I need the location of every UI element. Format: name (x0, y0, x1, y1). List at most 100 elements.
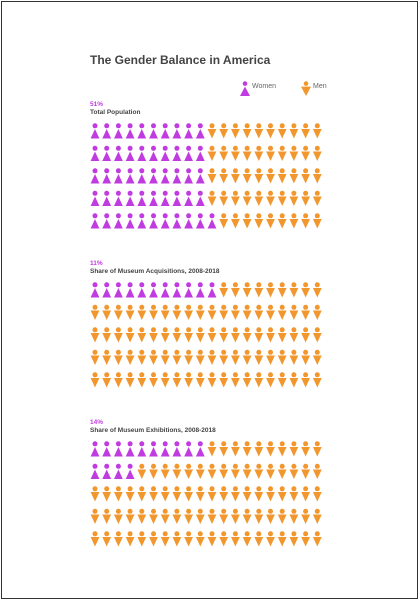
man-icon (219, 304, 229, 320)
man-icon (172, 372, 182, 388)
woman-icon (125, 123, 135, 139)
man-icon (172, 486, 182, 502)
man-icon (219, 486, 229, 502)
man-icon (266, 282, 275, 298)
man-icon (207, 168, 217, 184)
man-icon (231, 463, 240, 479)
man-icon (90, 508, 100, 524)
woman-icon (102, 190, 112, 206)
man-icon (301, 123, 310, 139)
man-icon (289, 168, 299, 184)
woman-icon (207, 282, 217, 298)
man-icon (254, 372, 264, 388)
man-icon (195, 304, 205, 320)
man-icon (125, 304, 135, 320)
chart-title: The Gender Balance in America (90, 53, 271, 67)
section-2-percent: 11% (90, 260, 103, 267)
section-3-pictogram (90, 441, 322, 547)
man-icon (266, 441, 275, 457)
man-icon (195, 463, 205, 479)
man-icon (312, 190, 322, 206)
man-icon (160, 372, 170, 388)
man-icon (114, 531, 123, 547)
man-icon (289, 213, 299, 229)
woman-icon (195, 123, 205, 139)
man-icon (301, 441, 310, 457)
woman-icon (149, 168, 158, 184)
man-icon (137, 463, 147, 479)
woman-icon (207, 213, 217, 229)
man-icon (301, 304, 310, 320)
man-icon (137, 508, 147, 524)
man-icon (172, 508, 182, 524)
section-3-label: Share of Museum Exhibitions, 2008-2018 (90, 427, 216, 434)
man-icon (289, 441, 299, 457)
man-icon (242, 463, 252, 479)
man-icon (207, 145, 217, 161)
man-icon (160, 463, 170, 479)
woman-icon (137, 190, 147, 206)
woman-icon (195, 190, 205, 206)
man-icon (231, 441, 240, 457)
man-icon (125, 372, 135, 388)
woman-icon (184, 441, 193, 457)
man-icon (266, 168, 275, 184)
man-icon (242, 190, 252, 206)
woman-icon (160, 168, 170, 184)
man-icon (184, 531, 193, 547)
man-icon (301, 372, 310, 388)
man-icon (231, 327, 240, 343)
legend-women-label: Women (252, 83, 276, 90)
man-icon (301, 282, 310, 298)
man-icon (207, 190, 217, 206)
woman-icon (137, 168, 147, 184)
man-icon (312, 508, 322, 524)
man-icon (137, 372, 147, 388)
man-icon (114, 349, 123, 365)
man-icon (266, 531, 275, 547)
man-icon (231, 282, 240, 298)
man-icon (301, 508, 310, 524)
man-icon (312, 213, 322, 229)
woman-icon (114, 123, 123, 139)
man-icon (277, 486, 287, 502)
man-icon (114, 304, 123, 320)
man-icon (289, 508, 299, 524)
woman-icon (195, 441, 205, 457)
man-icon (266, 123, 275, 139)
man-icon (137, 304, 147, 320)
man-icon (242, 168, 252, 184)
section-2-pictogram (90, 282, 322, 388)
man-icon (312, 168, 322, 184)
man-icon (254, 486, 264, 502)
man-icon (242, 349, 252, 365)
woman-icon (102, 282, 112, 298)
woman-icon (184, 282, 193, 298)
man-icon (160, 327, 170, 343)
man-icon (102, 349, 112, 365)
man-icon (266, 213, 275, 229)
man-icon (242, 304, 252, 320)
woman-icon (90, 190, 100, 206)
woman-icon (195, 168, 205, 184)
man-icon (289, 145, 299, 161)
man-icon (195, 531, 205, 547)
man-icon (312, 486, 322, 502)
woman-icon (114, 441, 123, 457)
woman-icon (137, 145, 147, 161)
woman-icon (149, 441, 158, 457)
man-icon (254, 463, 264, 479)
man-icon (289, 463, 299, 479)
man-icon (312, 327, 322, 343)
woman-icon (102, 463, 112, 479)
man-icon (277, 213, 287, 229)
man-icon (254, 145, 264, 161)
woman-icon (160, 123, 170, 139)
man-icon (172, 349, 182, 365)
woman-icon (149, 190, 158, 206)
man-icon (102, 327, 112, 343)
man-icon (231, 486, 240, 502)
section-2-label: Share of Museum Acquisitions, 2008-2018 (90, 268, 220, 275)
woman-icon (114, 463, 123, 479)
man-icon (231, 372, 240, 388)
